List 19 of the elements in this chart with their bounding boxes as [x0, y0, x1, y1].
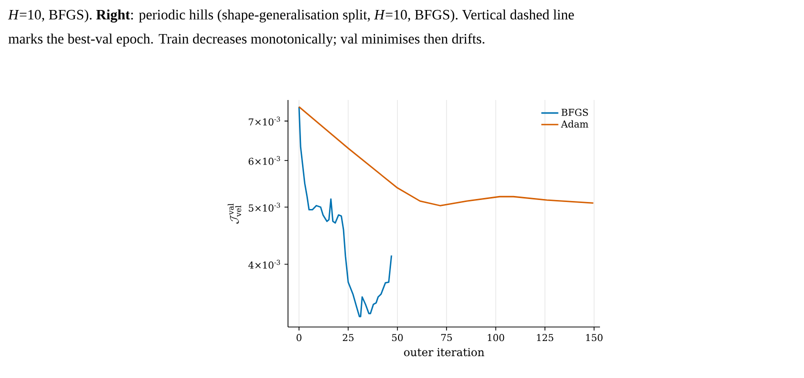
line-series — [298, 106, 392, 318]
y-tick-label: 5×10$^{-3}$ — [248, 202, 280, 212]
y-tick-label: 4×10$^{-3}$ — [248, 260, 280, 269]
line-series — [298, 106, 594, 206]
x-tick-label: 75 — [441, 334, 452, 342]
x-tick-label: 0 — [296, 334, 302, 342]
y-axis-title: $\mathcal{J}_{\mathrm{vel}}^{\mathrm{val}}$ — [228, 204, 242, 224]
x-tick-label: 150 — [586, 334, 602, 342]
x-tick-label: 100 — [488, 334, 504, 342]
legend-label: Adam — [560, 120, 588, 128]
text: marks the best-val epoch. Train decreases monotonically; val minimises then drifts. — [8, 33, 484, 47]
text: H=10, BFGS). Right: periodic hills (shape-generalisation split, H=10, BFGS). Vertical dashed line — [8, 9, 574, 23]
x-tick-label: 25 — [342, 334, 354, 342]
y-tick-label: 6×10$^{-3}$ — [248, 156, 280, 165]
legend-label: BFGS — [562, 108, 588, 116]
x-tick-label: 125 — [537, 334, 554, 342]
x-axis-title: outer iteration — [404, 348, 484, 356]
x-tick-label: 50 — [392, 334, 403, 342]
y-tick-label: 7×10$^{-3}$ — [248, 116, 280, 126]
